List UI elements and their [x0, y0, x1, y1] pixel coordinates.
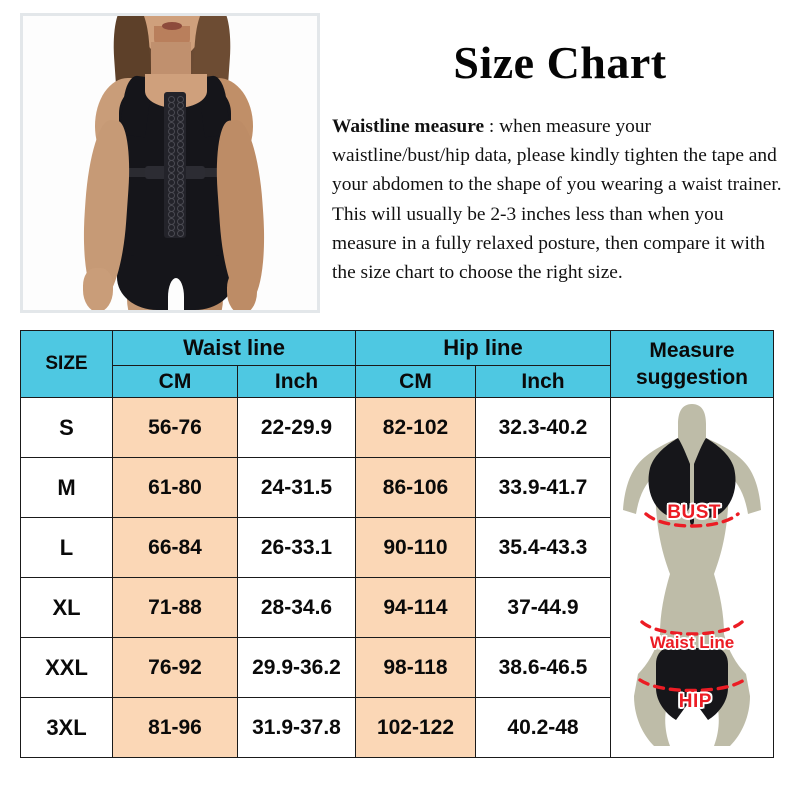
cell-waist-cm: 61-80	[112, 457, 238, 518]
cell-waist-cm: 56-76	[112, 397, 238, 458]
model-hand-right	[227, 270, 257, 310]
bikini-bottom	[656, 648, 729, 720]
col-header-waist-line: Waist line	[112, 330, 356, 366]
col-header-waist-cm: CM	[112, 365, 238, 398]
measure-suggestion-diagram: BUST Waist Line HIP	[610, 397, 775, 758]
cell-hip-inch: 38.6-46.5	[474, 637, 612, 698]
cell-waist-inch: 31.9-37.8	[237, 697, 356, 758]
cell-hip-cm: 86-106	[355, 457, 476, 518]
bust-measure-line	[644, 512, 740, 528]
garment-tab-left	[145, 166, 167, 179]
cell-hip-inch: 33.9-41.7	[474, 457, 612, 518]
garment-hook-dot	[168, 230, 175, 238]
waist-label: Waist Line	[649, 633, 735, 652]
col-header-hip-cm: CM	[355, 365, 476, 398]
hip-label: HIP	[678, 691, 712, 712]
description-lead: Waistline measure	[332, 116, 485, 137]
cell-hip-cm: 82-102	[355, 397, 476, 458]
measure-suggestion-line1: Measure	[649, 339, 735, 362]
cell-hip-inch: 32.3-40.2	[474, 397, 612, 458]
garment-hook-dot	[177, 230, 184, 238]
navel-dot	[689, 637, 695, 643]
cell-hip-inch: 37-44.9	[474, 577, 612, 638]
hip-measure-line	[638, 678, 746, 693]
waist-measure-line	[640, 620, 744, 636]
measure-suggestion-line2: suggestion	[636, 366, 749, 389]
table-row: 3XL 81-96 31.9-37.8 102-122 40.2-48	[20, 697, 774, 758]
table-row: L 66-84 26-33.1 90-110 35.4-43.3	[20, 517, 774, 578]
bra-center-gore	[690, 506, 695, 528]
table-row: M 61-80 24-31.5 86-106 33.9-41.7	[20, 457, 774, 518]
body-silhouette-svg	[623, 404, 762, 746]
cell-waist-inch: 26-33.1	[237, 517, 356, 578]
model-hand-left	[83, 268, 113, 310]
page-title: Size Chart	[453, 37, 667, 88]
cell-waist-cm: 81-96	[112, 697, 238, 758]
cell-hip-cm: 94-114	[355, 577, 476, 638]
cell-hip-inch: 40.2-48	[474, 697, 612, 758]
cell-size: XXL	[20, 637, 113, 698]
cell-hip-cm: 102-122	[355, 697, 476, 758]
product-photo	[20, 13, 320, 313]
cell-waist-inch: 22-29.9	[237, 397, 356, 458]
table-row: S 56-76 22-29.9 82-102 32.3-40.2	[20, 397, 775, 758]
col-header-hip-line: Hip line	[354, 330, 612, 366]
bust-label: BUST	[667, 502, 722, 523]
garment-hook-closure	[164, 92, 186, 238]
size-chart-table: SIZE Waist line Hip line Measure suggest…	[20, 330, 775, 758]
cell-size: M	[20, 457, 113, 518]
bra-cup-left	[648, 438, 691, 518]
cell-waist-cm: 66-84	[112, 517, 238, 578]
col-header-hip-inch: Inch	[474, 365, 612, 398]
female-body-figure: BUST Waist Line HIP	[611, 398, 773, 757]
cell-size: XL	[20, 577, 113, 638]
col-header-waist-inch: Inch	[237, 365, 356, 398]
garment-leg-gap	[168, 278, 184, 310]
table-row: XXL 76-92 29.9-36.2 98-118 38.6-46.5	[20, 637, 774, 698]
cell-hip-cm: 98-118	[355, 637, 476, 698]
description-paragraph: Waistline measure : when measure your wa…	[332, 112, 784, 287]
cell-size: S	[20, 397, 113, 458]
cell-waist-inch: 29.9-36.2	[237, 637, 356, 698]
model-lips	[162, 22, 182, 30]
bra-cup-right	[694, 438, 736, 518]
cell-size: 3XL	[20, 697, 113, 758]
cell-hip-inch: 35.4-43.3	[474, 517, 612, 578]
table-header-row-1: SIZE Waist line Hip line Measure suggest…	[20, 330, 775, 398]
cell-hip-cm: 90-110	[355, 517, 476, 578]
cell-size: L	[20, 517, 113, 578]
cell-waist-cm: 71-88	[112, 577, 238, 638]
description-body: : when measure your waistline/bust/hip d…	[332, 116, 782, 284]
col-header-measure-suggestion: Measure suggestion	[610, 330, 775, 398]
cell-waist-inch: 28-34.6	[237, 577, 356, 638]
cell-waist-cm: 76-92	[112, 637, 238, 698]
garment-tab-right	[183, 166, 205, 179]
product-photo-image	[23, 16, 317, 310]
cell-waist-inch: 24-31.5	[237, 457, 356, 518]
col-header-size: SIZE	[20, 330, 113, 398]
